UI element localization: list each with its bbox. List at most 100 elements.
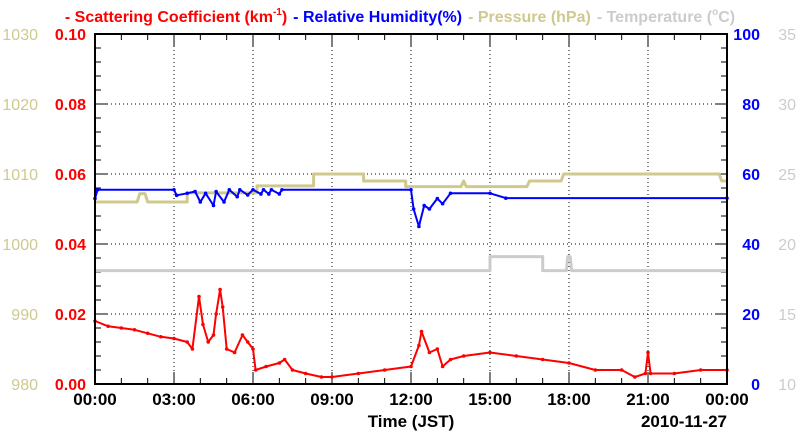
legend: - Scattering Coefficient (km-1) - Relativ…	[65, 7, 735, 26]
relative-humidity-point	[440, 201, 445, 206]
temperature-tick-label: 35	[778, 27, 796, 44]
scattering-coefficient-point	[514, 354, 519, 358]
scattering-coefficient-point	[488, 350, 492, 355]
scattering-coefficient-point	[303, 371, 308, 376]
pressure-tick-label: 1030	[2, 27, 38, 44]
tick-labels: 00:00 03:00 06:00 09:00 12:00 15:00 18:00 21:00…	[2, 27, 796, 409]
x-tick-label: 12:00	[389, 390, 432, 409]
temperature-tick-label: 15	[778, 307, 796, 324]
pressure-tick-label: 1020	[2, 97, 38, 114]
x-tick-label: 09:00	[310, 390, 353, 409]
scattering-coefficient-point	[145, 331, 150, 336]
scattering-coefficient-point	[185, 340, 189, 344]
scattering-coefficient-point	[448, 357, 453, 362]
legend-dash: -	[468, 9, 478, 26]
pressure-tick-label: 990	[11, 307, 38, 324]
scattering-coefficient-point	[197, 294, 201, 299]
relative-humidity-point	[95, 187, 100, 192]
relative-humidity-point	[504, 196, 508, 200]
scattering-coefficient-point	[211, 333, 216, 337]
x-tick-label: 00:00	[73, 390, 116, 409]
x-tick-label: 00:00	[705, 390, 748, 409]
relative-humidity-point	[411, 207, 416, 211]
scattering-coefficient-point	[232, 350, 237, 355]
scattering-tick-label: 0.02	[55, 307, 86, 324]
relative-humidity-point	[235, 194, 239, 199]
pressure-line	[95, 172, 727, 204]
scattering-coefficient-line	[94, 288, 727, 378]
scattering-coefficient-point	[567, 361, 571, 365]
scattering-coefficient-point	[409, 364, 413, 369]
scattering-coefficient-point	[633, 375, 637, 379]
x-tick-label: 18:00	[547, 390, 590, 409]
legend-entry: Scattering Coefficient (km	[75, 9, 273, 26]
scattering-coefficient-point	[119, 326, 124, 330]
scattering-coefficient-point	[643, 371, 648, 376]
scattering-tick-label: 0.00	[55, 377, 86, 394]
scattering-coefficient-point	[593, 368, 598, 372]
humidity-tick-label: 100	[733, 27, 760, 44]
scattering-coefficient-point	[382, 368, 387, 372]
scattering-tick-label: 0.04	[55, 237, 86, 254]
x-tick-label: 06:00	[231, 390, 274, 409]
relative-humidity-point	[193, 189, 197, 194]
scattering-coefficient-point	[282, 357, 287, 362]
relative-humidity-point	[488, 191, 492, 196]
relative-humidity-point	[261, 187, 266, 192]
temperature-tick-label: 10	[778, 377, 796, 394]
scattering-coefficient-point	[214, 312, 218, 316]
scattering-coefficient-point	[220, 305, 225, 309]
relative-humidity-point	[174, 193, 179, 198]
relative-humidity-point	[172, 187, 176, 192]
scattering-coefficient-point	[290, 368, 295, 372]
scattering-coefficient-point	[277, 361, 282, 365]
scattering-coefficient-point	[245, 340, 250, 344]
relative-humidity-point	[185, 191, 189, 196]
relative-humidity-line	[94, 188, 727, 228]
scattering-tick-label: 0.06	[55, 167, 86, 184]
scattering-coefficient-point	[672, 371, 677, 376]
scattering-coefficient-point	[461, 354, 466, 358]
relative-humidity-point	[214, 189, 218, 194]
humidity-tick-label: 60	[742, 167, 760, 184]
legend-superscript: o	[712, 7, 718, 18]
pressure-tick-label: 1010	[2, 167, 38, 184]
legend-dash: -	[293, 9, 303, 26]
scattering-coefficient-point	[251, 347, 255, 351]
legend-entry: Temperature (	[607, 9, 713, 26]
scattering-coefficient-point	[319, 375, 324, 379]
scattering-coefficient-point	[240, 333, 245, 337]
relative-humidity-point	[203, 191, 208, 196]
relative-humidity-point	[211, 203, 216, 208]
scattering-tick-label: 0.08	[55, 97, 86, 114]
scattering-coefficient-point	[190, 347, 195, 351]
scattering-coefficient-point	[435, 347, 440, 351]
scattering-coefficient-point	[619, 368, 624, 372]
x-axis-label: Time (JST)	[368, 412, 455, 431]
scattering-coefficient-point	[330, 375, 334, 379]
scattering-coefficient-point	[172, 336, 176, 341]
legend-dash: -	[65, 9, 75, 26]
humidity-tick-label: 80	[742, 97, 760, 114]
scattering-coefficient-point	[356, 371, 361, 376]
relative-humidity-point	[198, 200, 203, 204]
relative-humidity-point	[280, 187, 284, 192]
temperature-tick-label: 30	[778, 97, 796, 114]
relative-humidity-point	[251, 187, 255, 192]
humidity-tick-label: 20	[742, 307, 760, 324]
relative-humidity-point	[409, 187, 413, 192]
scattering-coefficient-point	[218, 287, 222, 292]
relative-humidity-point	[269, 187, 274, 192]
temperature-tick-label: 20	[778, 237, 796, 254]
legend-dash: -	[597, 9, 607, 26]
relative-humidity-point	[245, 193, 250, 197]
legend-superscript: -1	[273, 7, 282, 18]
scattering-coefficient-point	[201, 322, 205, 327]
scattering-coefficient-point	[427, 350, 432, 355]
scattering-coefficient-point	[440, 364, 445, 369]
scattering-coefficient-point	[159, 334, 163, 339]
grid	[94, 33, 728, 385]
relative-humidity-point	[259, 192, 263, 196]
relative-humidity-point	[422, 203, 426, 208]
